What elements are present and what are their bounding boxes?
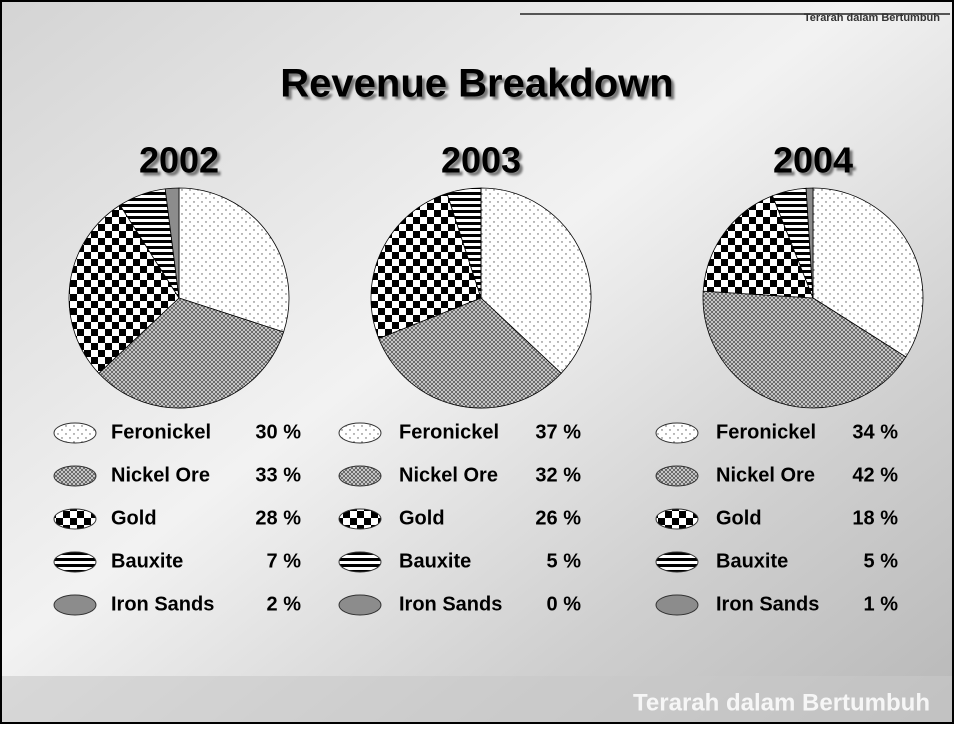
legend-label: Gold bbox=[111, 507, 157, 529]
pie-slice bbox=[68, 204, 180, 374]
legend-label: Iron Sands bbox=[716, 593, 819, 615]
legend-swatch bbox=[338, 508, 382, 530]
legend-swatch bbox=[655, 594, 699, 616]
pie-chart: 2003 Feronickel 37 % Nickel Ore 32 % Gold 26 %… bbox=[338, 140, 592, 616]
legend-label: Nickel Ore bbox=[111, 464, 210, 486]
legend-swatch bbox=[338, 422, 382, 444]
legend-label: Bauxite bbox=[716, 550, 788, 572]
pie-slice bbox=[702, 195, 814, 299]
value-label: 1 % bbox=[864, 593, 899, 615]
value-label: 42 % bbox=[852, 464, 898, 486]
legend-label: Feronickel bbox=[111, 421, 211, 443]
legend-swatch bbox=[53, 551, 97, 573]
value-label: 30 % bbox=[255, 421, 301, 443]
pie-slice bbox=[702, 290, 907, 409]
value-label: 0 % bbox=[547, 593, 582, 615]
pie-slice bbox=[164, 187, 180, 299]
slide-title: Revenue Breakdown bbox=[280, 62, 673, 106]
legend-label: Gold bbox=[399, 507, 445, 529]
value-label: 37 % bbox=[535, 421, 581, 443]
footer-tagline: Terarah dalam Bertumbuh bbox=[633, 689, 930, 716]
legend-label: Bauxite bbox=[399, 550, 471, 572]
value-label: 33 % bbox=[255, 464, 301, 486]
chart-title: 2003 bbox=[441, 140, 521, 181]
legend-swatch bbox=[655, 422, 699, 444]
value-label: 2 % bbox=[267, 593, 302, 615]
pie-slice bbox=[812, 187, 924, 358]
legend-swatch bbox=[53, 422, 97, 444]
value-label: 5 % bbox=[864, 550, 899, 572]
legend-swatch bbox=[655, 551, 699, 573]
legend-swatch bbox=[655, 508, 699, 530]
pie-slice bbox=[805, 187, 814, 299]
legend-label: Feronickel bbox=[399, 421, 499, 443]
value-label: 5 % bbox=[547, 550, 582, 572]
legend-label: Feronickel bbox=[716, 421, 816, 443]
legend-swatch bbox=[338, 465, 382, 487]
chart-title: 2004 bbox=[773, 140, 853, 181]
legend-label: Nickel Ore bbox=[716, 464, 815, 486]
value-label: 34 % bbox=[852, 421, 898, 443]
value-label: 32 % bbox=[535, 464, 581, 486]
legend-swatch bbox=[53, 508, 97, 530]
pie-slice bbox=[378, 297, 562, 409]
legend-label: Iron Sands bbox=[111, 593, 214, 615]
charts: 2002 Feronickel 30 % Nickel Ore 33 % Gold 28 %… bbox=[53, 140, 924, 616]
legend-swatch bbox=[338, 594, 382, 616]
legend-label: Gold bbox=[716, 507, 762, 529]
legend-label: Bauxite bbox=[111, 550, 183, 572]
pie-chart: 2004 Feronickel 34 % Nickel Ore 42 % Gold 18 %… bbox=[655, 140, 924, 616]
pie-chart: 2002 Feronickel 30 % Nickel Ore 33 % Gold 28 %… bbox=[53, 140, 302, 616]
legend-label: Iron Sands bbox=[399, 593, 502, 615]
footer-band bbox=[2, 676, 952, 722]
pie-slice bbox=[178, 187, 290, 333]
legend-swatch bbox=[53, 594, 97, 616]
value-label: 26 % bbox=[535, 507, 581, 529]
legend-swatch bbox=[338, 551, 382, 573]
pie-slice bbox=[480, 187, 592, 374]
header-tagline: Terarah dalam Bertumbuh bbox=[804, 12, 940, 24]
pie-slice bbox=[98, 297, 285, 409]
value-label: 28 % bbox=[255, 507, 301, 529]
value-label: 18 % bbox=[852, 507, 898, 529]
pie-slice bbox=[370, 192, 482, 340]
legend-label: Nickel Ore bbox=[399, 464, 498, 486]
legend-swatch bbox=[53, 465, 97, 487]
chart-title: 2002 bbox=[139, 140, 219, 181]
value-label: 7 % bbox=[267, 550, 302, 572]
legend-swatch bbox=[655, 465, 699, 487]
